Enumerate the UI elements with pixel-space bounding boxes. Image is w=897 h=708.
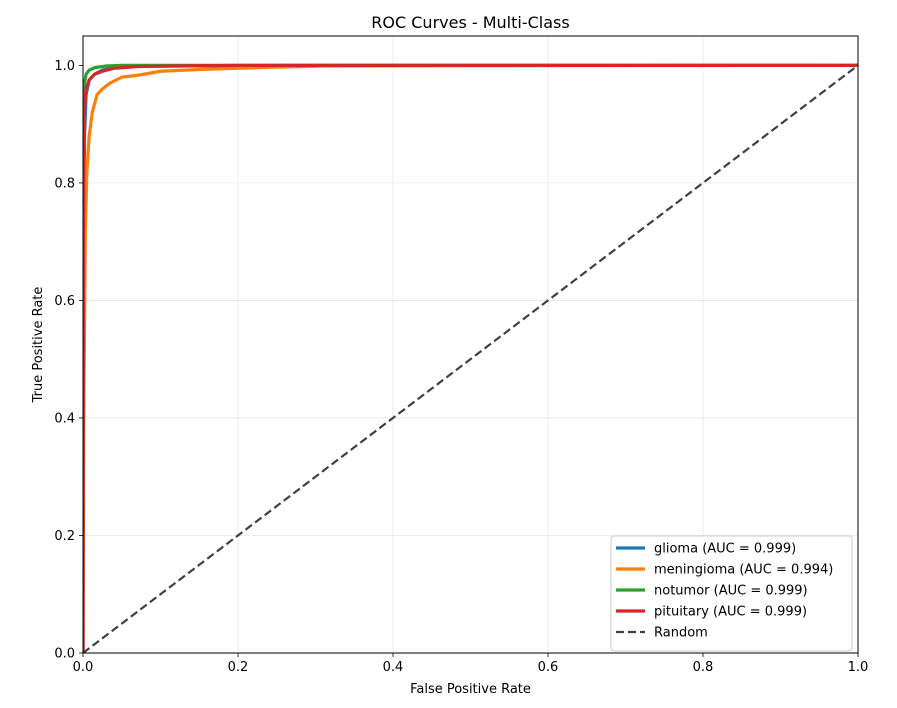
series-line-4 [83,64,858,653]
legend: glioma (AUC = 0.999) meningioma (AUC = 0.… [610,535,853,652]
plot-frame [82,35,859,654]
legend-entry-0: glioma (AUC = 0.999) [654,542,796,557]
y-axis-label: True Positive Rate [31,287,46,404]
legend-entry-3: pituitary (AUC = 0.999) [654,605,807,620]
y-tick-label: 0.6 [54,294,75,309]
plot-area [83,63,858,653]
grid [82,36,859,654]
x-tick-label: 0.4 [383,660,404,675]
x-tick-label: 0.0 [73,660,94,675]
chart-title: ROC Curves - Multi-Class [371,13,569,32]
x-tick-label: 1.0 [848,660,869,675]
series-line-3 [83,63,858,653]
legend-entry-4: Random [654,626,708,641]
legend-entry-2: notumor (AUC = 0.999) [654,584,808,599]
x-axis-label: False Positive Rate [410,682,531,697]
y-axis: 0.0 0.2 0.4 0.6 0.8 1.0 [54,59,83,662]
legend-entry-1: meningioma (AUC = 0.994) [654,563,833,578]
y-tick-label: 0.4 [54,411,75,426]
x-tick-label: 0.8 [693,660,714,675]
x-axis: 0.0 0.2 0.4 0.6 0.8 1.0 [73,653,869,675]
x-tick-label: 0.6 [538,660,559,675]
y-tick-label: 0.8 [54,176,75,191]
y-tick-label: 0.2 [54,529,75,544]
x-tick-label: 0.2 [228,660,249,675]
y-tick-label: 0.0 [54,647,75,662]
y-tick-label: 1.0 [54,59,75,74]
legend-box [610,535,853,652]
series-group [83,63,858,653]
